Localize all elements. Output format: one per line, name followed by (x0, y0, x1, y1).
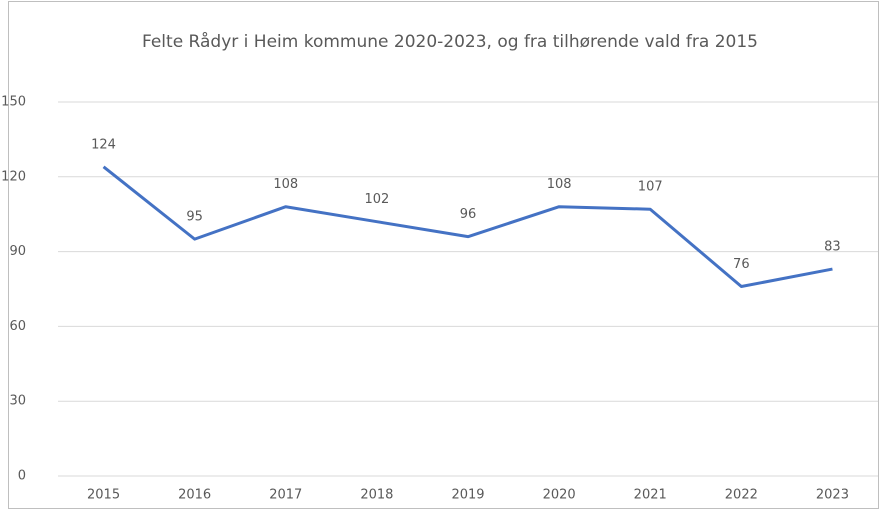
data-label: 96 (460, 207, 477, 222)
x-tick-label: 2020 (543, 488, 576, 503)
x-tick-label: 2019 (451, 488, 484, 503)
x-tick-label: 2016 (178, 488, 211, 503)
y-tick-label: 60 (9, 319, 26, 334)
data-label: 83 (824, 240, 841, 255)
x-tick-label: 2018 (360, 488, 393, 503)
chart-title: Felte Rådyr i Heim kommune 2020-2023, og… (142, 31, 758, 52)
chart-border (8, 1, 879, 509)
x-tick-label: 2021 (634, 488, 667, 503)
y-tick-label: 120 (1, 169, 26, 184)
x-tick-label: 2022 (725, 488, 758, 503)
data-label: 102 (364, 192, 389, 207)
data-label: 76 (733, 257, 750, 272)
data-label: 124 (91, 137, 116, 152)
y-tick-label: 30 (9, 394, 26, 409)
x-tick-label: 2023 (816, 488, 849, 503)
y-tick-label: 150 (1, 95, 26, 110)
y-tick-label: 90 (9, 244, 26, 259)
data-line (102, 165, 833, 289)
data-label: 108 (273, 177, 298, 192)
y-tick-label: 0 (18, 469, 26, 484)
data-label: 95 (186, 210, 203, 225)
data-label: 108 (547, 177, 572, 192)
data-label: 107 (638, 180, 663, 195)
x-tick-label: 2015 (87, 488, 120, 503)
x-tick-label: 2017 (269, 488, 302, 503)
